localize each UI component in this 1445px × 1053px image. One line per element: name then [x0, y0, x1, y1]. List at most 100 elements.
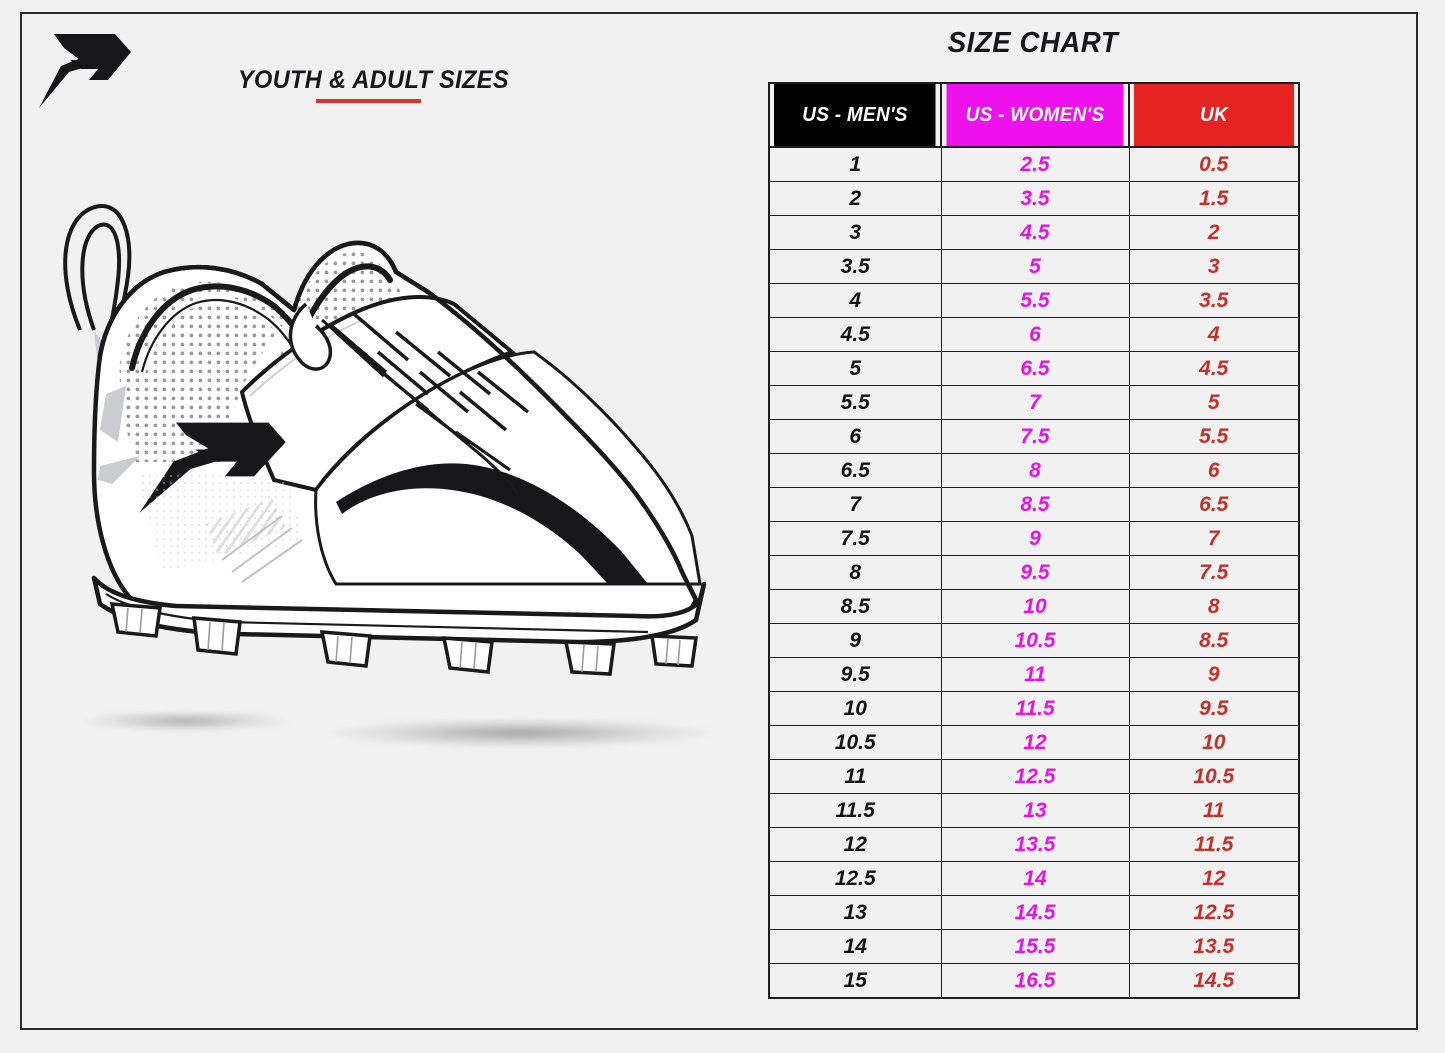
cell-us-mens: 7 — [768, 487, 942, 522]
cell-uk: 5 — [1128, 385, 1300, 420]
table-row: 4 5.5 3.5 — [768, 283, 1300, 318]
table-row: 5 6.5 4.5 — [768, 351, 1300, 386]
table-row: 10 11.5 9.5 — [768, 691, 1300, 726]
cell-us-mens: 10.5 — [768, 725, 942, 760]
cell-us-mens: 11 — [768, 759, 942, 794]
cell-uk: 7 — [1128, 521, 1300, 556]
brand-logo-icon — [36, 20, 134, 116]
cell-us-womens: 13 — [940, 793, 1130, 828]
cell-us-mens: 14 — [768, 929, 942, 964]
table-row: 12.5 14 12 — [768, 861, 1300, 896]
table-row: 1 2.5 0.5 — [768, 146, 1300, 182]
cell-us-mens: 12 — [768, 827, 942, 862]
cell-uk: 2 — [1128, 215, 1300, 250]
cell-us-womens: 16.5 — [940, 963, 1130, 999]
cell-uk: 13.5 — [1128, 929, 1300, 964]
column-header-uk: UK — [1132, 82, 1296, 148]
table-row: 3.5 5 3 — [768, 249, 1300, 284]
table-row: 6 7.5 5.5 — [768, 419, 1300, 454]
cell-us-womens: 11.5 — [940, 691, 1130, 726]
cell-us-mens: 1 — [768, 146, 942, 182]
table-row: 15 16.5 14.5 — [768, 963, 1300, 999]
cell-uk: 9 — [1128, 657, 1300, 692]
table-row: 7 8.5 6.5 — [768, 487, 1300, 522]
cell-us-mens: 13 — [768, 895, 942, 930]
title-underline — [316, 99, 421, 103]
page-border — [20, 12, 1418, 1030]
table-row: 14 15.5 13.5 — [768, 929, 1300, 964]
table-row: 11 12.5 10.5 — [768, 759, 1300, 794]
table-row: 13 14.5 12.5 — [768, 895, 1300, 930]
cell-us-mens: 4.5 — [768, 317, 942, 352]
cell-uk: 3 — [1128, 249, 1300, 284]
cell-uk: 5.5 — [1128, 419, 1300, 454]
table-row: 12 13.5 11.5 — [768, 827, 1300, 862]
cell-uk: 4.5 — [1128, 351, 1300, 386]
cell-us-womens: 9.5 — [940, 555, 1130, 590]
football-cleat-icon — [36, 180, 756, 720]
cell-us-womens: 5.5 — [940, 283, 1130, 318]
cell-uk: 12 — [1128, 861, 1300, 896]
cell-uk: 12.5 — [1128, 895, 1300, 930]
cell-us-womens: 12.5 — [940, 759, 1130, 794]
cell-us-mens: 3 — [768, 215, 942, 250]
cell-us-womens: 8 — [940, 453, 1130, 488]
cell-us-mens: 9 — [768, 623, 942, 658]
table-row: 9 10.5 8.5 — [768, 623, 1300, 658]
cell-us-mens: 4 — [768, 283, 942, 318]
cell-us-womens: 7.5 — [940, 419, 1130, 454]
cell-uk: 11 — [1128, 793, 1300, 828]
cell-us-mens: 3.5 — [768, 249, 942, 284]
cell-us-womens: 6 — [940, 317, 1130, 352]
cell-us-mens: 12.5 — [768, 861, 942, 896]
cell-us-womens: 13.5 — [940, 827, 1130, 862]
cell-us-mens: 6.5 — [768, 453, 942, 488]
cell-uk: 3.5 — [1128, 283, 1300, 318]
cell-us-womens: 14 — [940, 861, 1130, 896]
cell-us-womens: 5 — [940, 249, 1130, 284]
table-row: 4.5 6 4 — [768, 317, 1300, 352]
cell-us-mens: 11.5 — [768, 793, 942, 828]
cell-uk: 11.5 — [1128, 827, 1300, 862]
cell-us-mens: 5 — [768, 351, 942, 386]
cell-us-womens: 4.5 — [940, 215, 1130, 250]
shoe-shadow-forefoot — [330, 718, 710, 748]
page-title: YOUTH & ADULT SIZES — [238, 66, 509, 94]
table-header-row: US - MEN'S US - WOMEN'S UK — [769, 82, 1299, 148]
table-row: 7.5 9 7 — [768, 521, 1300, 556]
cell-us-mens: 9.5 — [768, 657, 942, 692]
cell-us-womens: 6.5 — [940, 351, 1130, 386]
cell-us-womens: 12 — [940, 725, 1130, 760]
table-row: 11.5 13 11 — [768, 793, 1300, 828]
shoe-shadow-heel — [80, 710, 290, 732]
table-row: 8.5 10 8 — [768, 589, 1300, 624]
cell-uk: 14.5 — [1128, 963, 1300, 999]
cell-uk: 8.5 — [1128, 623, 1300, 658]
cell-us-womens: 7 — [940, 385, 1130, 420]
table-row: 10.5 12 10 — [768, 725, 1300, 760]
table-row: 8 9.5 7.5 — [768, 555, 1300, 590]
column-header-us-womens: US - WOMEN'S — [944, 82, 1126, 148]
cell-us-mens: 8 — [768, 555, 942, 590]
cell-us-mens: 5.5 — [768, 385, 942, 420]
table-row: 5.5 7 5 — [768, 385, 1300, 420]
cell-uk: 6.5 — [1128, 487, 1300, 522]
cell-uk: 10 — [1128, 725, 1300, 760]
cell-uk: 4 — [1128, 317, 1300, 352]
size-chart-title: SIZE CHART — [947, 27, 1119, 59]
column-header-us-mens: US - MEN'S — [772, 82, 938, 148]
cell-us-mens: 2 — [768, 181, 942, 216]
cell-uk: 10.5 — [1128, 759, 1300, 794]
cell-us-womens: 14.5 — [940, 895, 1130, 930]
cell-us-womens: 10 — [940, 589, 1130, 624]
table-row: 3 4.5 2 — [768, 215, 1300, 250]
cell-us-womens: 10.5 — [940, 623, 1130, 658]
cell-us-mens: 6 — [768, 419, 942, 454]
cell-uk: 7.5 — [1128, 555, 1300, 590]
cell-us-womens: 3.5 — [940, 181, 1130, 216]
cell-us-mens: 8.5 — [768, 589, 942, 624]
table-row: 6.5 8 6 — [768, 453, 1300, 488]
cell-us-womens: 11 — [940, 657, 1130, 692]
table-row: 9.5 11 9 — [768, 657, 1300, 692]
cell-uk: 9.5 — [1128, 691, 1300, 726]
